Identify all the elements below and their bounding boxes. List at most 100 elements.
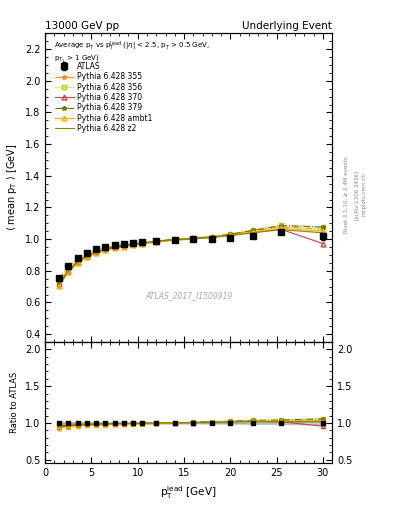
Pythia 6.428 ambt1: [154, 239, 159, 245]
Pythia 6.428 ambt1: [57, 283, 61, 289]
Text: 13000 GeV pp: 13000 GeV pp: [45, 21, 119, 31]
Pythia 6.428 ambt1: [140, 241, 145, 247]
Pythia 6.428 379: [94, 249, 99, 255]
Pythia 6.428 ambt1: [320, 228, 325, 234]
Text: Rivet 3.1.10, ≥ 2.4M events: Rivet 3.1.10, ≥ 2.4M events: [344, 156, 349, 233]
Y-axis label: Ratio to ATLAS: Ratio to ATLAS: [10, 372, 19, 433]
Pythia 6.428 355: [251, 228, 256, 234]
Pythia 6.428 356: [209, 233, 214, 240]
Pythia 6.428 z2: [94, 249, 99, 255]
Pythia 6.428 ambt1: [66, 269, 71, 275]
Pythia 6.428 356: [66, 267, 71, 273]
Text: Underlying Event: Underlying Event: [242, 21, 332, 31]
Pythia 6.428 z2: [112, 244, 117, 250]
Pythia 6.428 355: [131, 240, 136, 246]
Pythia 6.428 379: [228, 231, 233, 237]
Pythia 6.428 355: [84, 250, 89, 257]
Pythia 6.428 379: [279, 222, 283, 228]
Line: Pythia 6.428 z2: Pythia 6.428 z2: [59, 229, 323, 285]
Text: [arXiv:1306.3436]: [arXiv:1306.3436]: [354, 169, 359, 220]
Pythia 6.428 379: [112, 244, 117, 250]
Pythia 6.428 370: [84, 253, 89, 259]
Pythia 6.428 356: [103, 246, 108, 252]
Pythia 6.428 355: [320, 226, 325, 232]
Pythia 6.428 370: [251, 229, 256, 235]
Pythia 6.428 379: [103, 246, 108, 252]
Pythia 6.428 z2: [140, 240, 145, 246]
Pythia 6.428 356: [140, 240, 145, 246]
Pythia 6.428 379: [251, 227, 256, 233]
Line: Pythia 6.428 ambt1: Pythia 6.428 ambt1: [57, 226, 325, 289]
Pythia 6.428 356: [75, 258, 80, 264]
Pythia 6.428 379: [131, 241, 136, 247]
Pythia 6.428 z2: [228, 232, 233, 239]
Pythia 6.428 z2: [75, 259, 80, 265]
Line: Pythia 6.428 379: Pythia 6.428 379: [57, 223, 325, 286]
Pythia 6.428 z2: [103, 246, 108, 252]
Pythia 6.428 379: [154, 238, 159, 244]
Pythia 6.428 370: [131, 241, 136, 247]
Pythia 6.428 379: [66, 267, 71, 273]
Pythia 6.428 ambt1: [191, 236, 196, 242]
Pythia 6.428 355: [191, 235, 196, 241]
Pythia 6.428 370: [94, 249, 99, 255]
Pythia 6.428 356: [251, 227, 256, 233]
Pythia 6.428 z2: [57, 282, 61, 288]
Pythia 6.428 379: [320, 224, 325, 230]
Pythia 6.428 z2: [173, 237, 177, 243]
Pythia 6.428 ambt1: [112, 245, 117, 251]
Line: Pythia 6.428 370: Pythia 6.428 370: [57, 227, 325, 286]
Pythia 6.428 356: [191, 235, 196, 241]
Y-axis label: $\langle$ mean p$_{\rm T}$ $\rangle$ [GeV]: $\langle$ mean p$_{\rm T}$ $\rangle$ [Ge…: [5, 144, 19, 231]
Pythia 6.428 356: [154, 238, 159, 244]
Pythia 6.428 370: [57, 281, 61, 287]
Pythia 6.428 370: [228, 232, 233, 239]
Pythia 6.428 370: [66, 268, 71, 274]
X-axis label: p$_{\rm T}^{\rm lead}$ [GeV]: p$_{\rm T}^{\rm lead}$ [GeV]: [160, 484, 217, 501]
Pythia 6.428 355: [140, 240, 145, 246]
Pythia 6.428 379: [75, 258, 80, 264]
Pythia 6.428 356: [279, 222, 283, 228]
Pythia 6.428 355: [121, 242, 126, 248]
Pythia 6.428 370: [103, 246, 108, 252]
Legend: ATLAS, Pythia 6.428 355, Pythia 6.428 356, Pythia 6.428 370, Pythia 6.428 379, P: ATLAS, Pythia 6.428 355, Pythia 6.428 35…: [55, 62, 152, 133]
Pythia 6.428 370: [173, 237, 177, 243]
Line: Pythia 6.428 355: Pythia 6.428 355: [57, 224, 325, 282]
Pythia 6.428 ambt1: [209, 234, 214, 241]
Line: Pythia 6.428 356: Pythia 6.428 356: [57, 223, 325, 285]
Pythia 6.428 355: [279, 224, 283, 230]
Pythia 6.428 ambt1: [75, 260, 80, 266]
Pythia 6.428 355: [57, 276, 61, 283]
Pythia 6.428 355: [75, 255, 80, 262]
Pythia 6.428 370: [279, 226, 283, 232]
Pythia 6.428 ambt1: [84, 254, 89, 260]
Pythia 6.428 370: [121, 242, 126, 248]
Pythia 6.428 z2: [320, 230, 325, 236]
Pythia 6.428 ambt1: [121, 244, 126, 250]
Pythia 6.428 ambt1: [279, 225, 283, 231]
Pythia 6.428 379: [84, 252, 89, 259]
Pythia 6.428 355: [154, 238, 159, 244]
Pythia 6.428 356: [112, 244, 117, 250]
Pythia 6.428 355: [228, 231, 233, 238]
Text: mcplots.cern.ch: mcplots.cern.ch: [362, 173, 367, 217]
Pythia 6.428 370: [140, 240, 145, 246]
Pythia 6.428 ambt1: [251, 229, 256, 235]
Pythia 6.428 z2: [84, 253, 89, 259]
Pythia 6.428 355: [209, 233, 214, 240]
Pythia 6.428 ambt1: [228, 232, 233, 239]
Pythia 6.428 370: [75, 259, 80, 265]
Pythia 6.428 z2: [191, 236, 196, 242]
Pythia 6.428 z2: [154, 239, 159, 245]
Pythia 6.428 ambt1: [103, 247, 108, 253]
Pythia 6.428 356: [131, 241, 136, 247]
Text: Average p$_{\rm T}$ vs p$_{\rm T}^{\rm lead}$ ($|\eta|$ < 2.5, p$_{\rm T}$ > 0.5: Average p$_{\rm T}$ vs p$_{\rm T}^{\rm l…: [54, 39, 210, 65]
Pythia 6.428 370: [191, 236, 196, 242]
Pythia 6.428 370: [154, 238, 159, 244]
Pythia 6.428 ambt1: [94, 250, 99, 257]
Pythia 6.428 z2: [66, 268, 71, 274]
Pythia 6.428 356: [228, 231, 233, 237]
Pythia 6.428 379: [121, 242, 126, 248]
Pythia 6.428 356: [320, 224, 325, 230]
Pythia 6.428 356: [121, 242, 126, 248]
